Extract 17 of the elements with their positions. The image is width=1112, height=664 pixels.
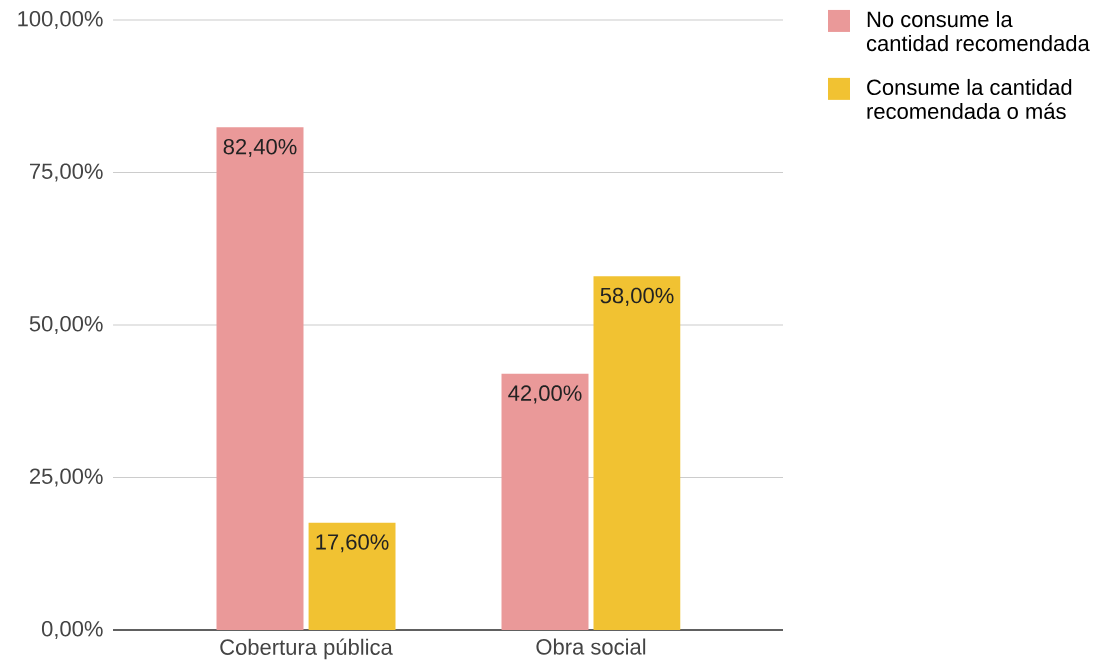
data-label: 42,00% (508, 385, 582, 404)
y-tick-label: 75,00% (29, 163, 103, 182)
y-tick-label: 0,00% (41, 620, 103, 640)
x-tick-label: Cobertura pública (220, 638, 393, 660)
bar (216, 127, 304, 630)
x-tick-label: Obra social (536, 638, 646, 655)
y-tick-label: 100,00% (18, 10, 103, 30)
y-tick-label: 25,00% (29, 468, 103, 487)
legend-label: Consume la cantidad recomendada o más (867, 78, 1072, 120)
bar (501, 373, 589, 630)
data-label: 82,40% (223, 138, 297, 158)
data-label: 58,00% (600, 287, 674, 306)
y-tick-label: 50,00% (29, 315, 103, 335)
data-label: 17,60% (316, 534, 389, 553)
bar (593, 276, 681, 630)
legend-label: No consume la cantidad recomendada (866, 10, 1090, 52)
bar (308, 522, 396, 630)
